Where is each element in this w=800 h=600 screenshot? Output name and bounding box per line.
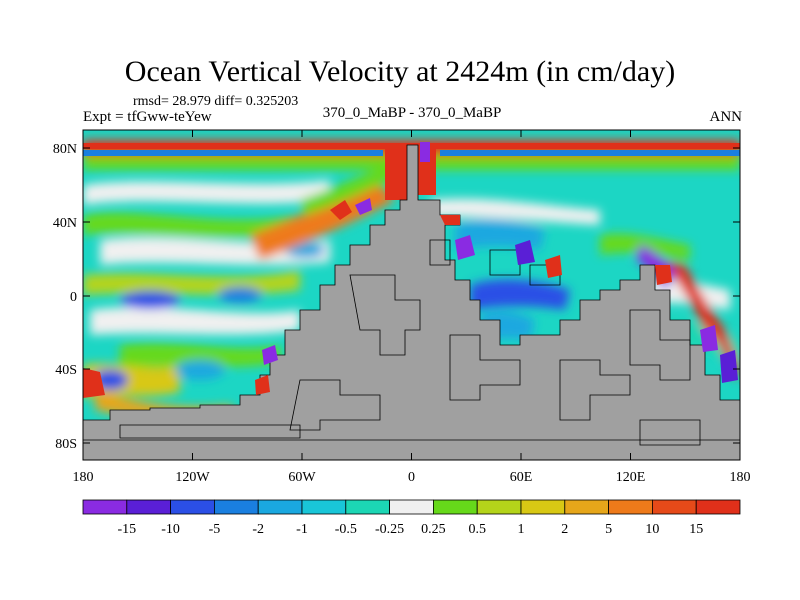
colorbar-swatch bbox=[432, 499, 478, 515]
colorbar-label: 1 bbox=[518, 522, 525, 537]
lon-tick-label: 120E bbox=[616, 470, 646, 485]
season-label: ANN bbox=[709, 109, 743, 125]
lat-tick-label: 80N bbox=[53, 142, 77, 157]
lon-tick-label: 180 bbox=[730, 470, 751, 485]
colorbar-label: 5 bbox=[605, 522, 612, 537]
colorbar-label: 15 bbox=[689, 522, 703, 537]
comparison-label: 370_0_MaBP - 370_0_MaBP bbox=[322, 105, 502, 121]
colorbar-swatch bbox=[257, 499, 303, 515]
lat-tick-label: 80S bbox=[55, 437, 77, 452]
colorbar-label: 2 bbox=[561, 522, 568, 537]
colorbar-swatch bbox=[652, 499, 697, 515]
colorbar-swatch bbox=[476, 499, 522, 515]
coastal-highlights bbox=[83, 198, 738, 398]
colorbar-label: -10 bbox=[161, 522, 180, 537]
colorbar: -15 -10 -5 -2 -1 -0.5 -0.25 0.25 0.5 1 2 5 10 15 bbox=[82, 499, 741, 537]
colorbar-swatch bbox=[301, 499, 347, 515]
colorbar-swatch bbox=[695, 499, 741, 515]
latitude-ticks: 80N 40N 0 40S 80S bbox=[53, 142, 740, 452]
colorbar-swatch bbox=[564, 499, 609, 515]
lon-tick-label: 0 bbox=[408, 470, 415, 485]
colorbar-label: 0.5 bbox=[468, 522, 486, 537]
colorbar-label: -0.5 bbox=[335, 522, 357, 537]
colorbar-swatch bbox=[82, 499, 128, 515]
colorbar-label: -0.25 bbox=[375, 522, 404, 537]
colorbar-label: -5 bbox=[209, 522, 221, 537]
lon-tick-label: 120W bbox=[175, 470, 210, 485]
colorbar-label: 10 bbox=[645, 522, 659, 537]
lat-tick-label: 40N bbox=[53, 216, 77, 231]
colorbar-swatch bbox=[213, 499, 259, 515]
colorbar-label: -15 bbox=[117, 522, 136, 537]
land-masses bbox=[83, 144, 740, 460]
lon-tick-label: 180 bbox=[73, 470, 94, 485]
arctic-band-blue-east bbox=[440, 150, 740, 156]
plot-title: Ocean Vertical Velocity at 2424m (in cm/… bbox=[124, 55, 676, 88]
colorbar-label: 0.25 bbox=[421, 522, 446, 537]
colorbar-swatch bbox=[520, 499, 566, 515]
colorbar-swatch bbox=[126, 499, 172, 515]
experiment-label: Expt = tfGww-teYew bbox=[83, 109, 212, 125]
colorbar-swatch bbox=[170, 499, 215, 515]
north-sea-purple bbox=[420, 142, 430, 162]
lat-tick-label: 40S bbox=[55, 363, 77, 378]
colorbar-label: -2 bbox=[252, 522, 264, 537]
north-atlantic-red bbox=[385, 145, 407, 200]
stats-label: rmsd= 28.979 diff= 0.325203 bbox=[133, 94, 299, 109]
longitude-ticks: 180 120W 60W 0 60E 120E 180 bbox=[73, 130, 751, 485]
colorbar-label: -1 bbox=[296, 522, 308, 537]
arctic-band-blue bbox=[83, 150, 383, 156]
colorbar-swatch bbox=[389, 499, 434, 515]
colorbar-swatch bbox=[608, 499, 653, 515]
lat-tick-label: 0 bbox=[70, 290, 77, 305]
lon-tick-label: 60W bbox=[288, 470, 316, 485]
map-area bbox=[83, 130, 740, 460]
colorbar-swatch bbox=[345, 499, 390, 515]
lon-tick-label: 60E bbox=[510, 470, 533, 485]
